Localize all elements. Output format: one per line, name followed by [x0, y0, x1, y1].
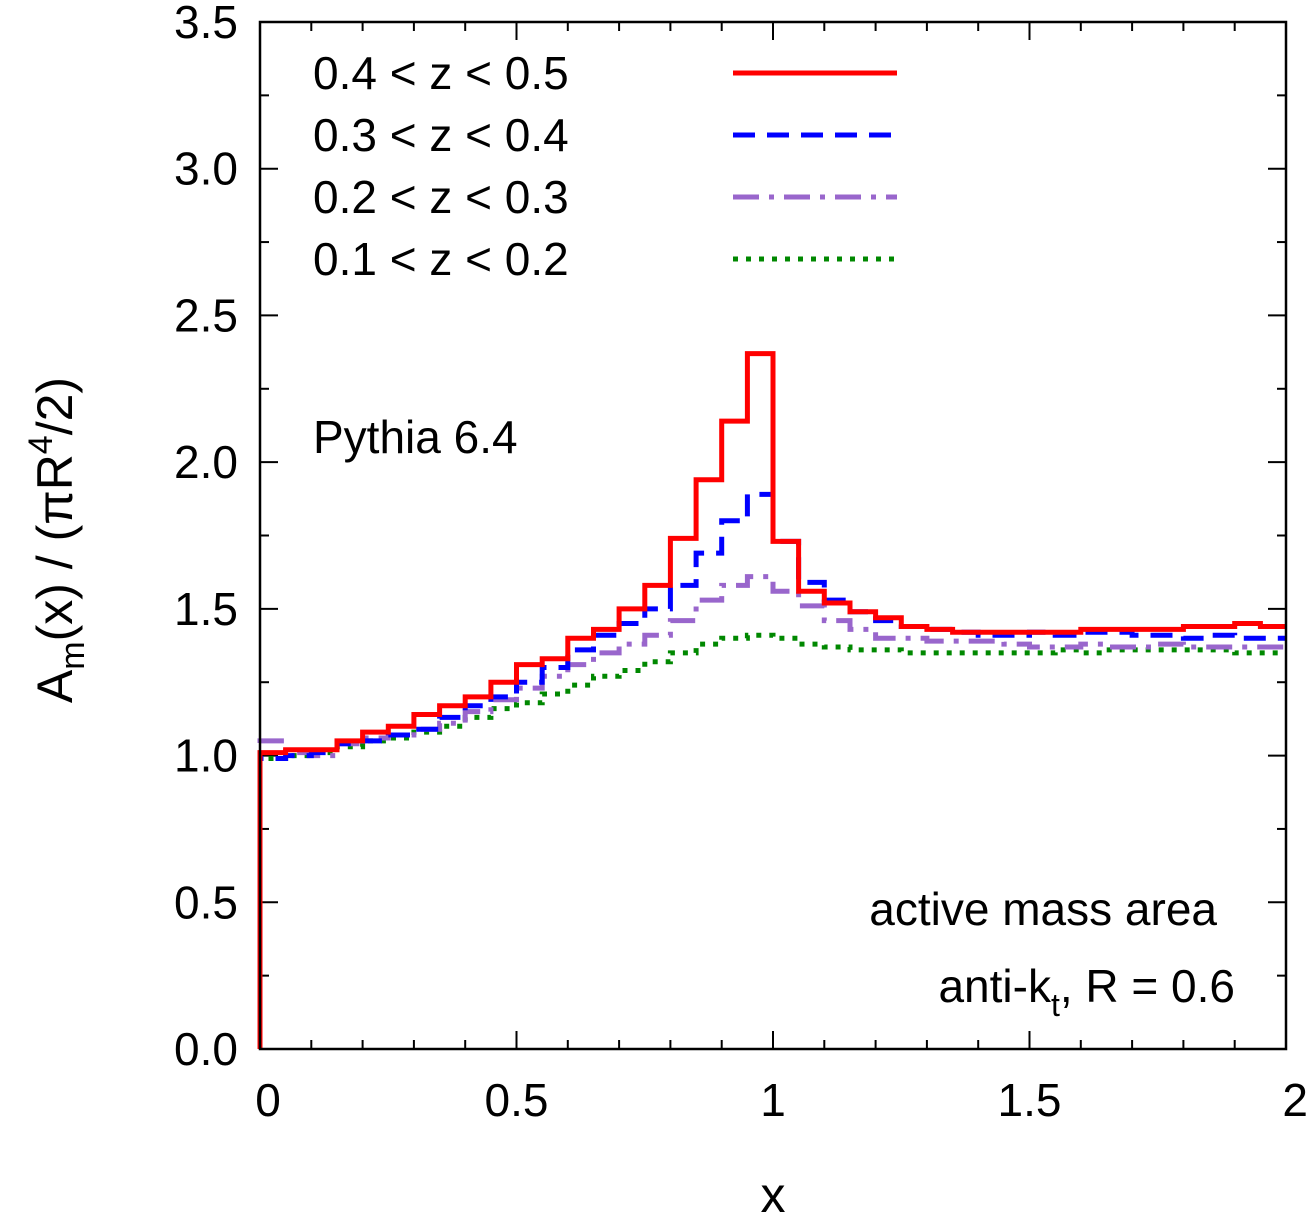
y-label-sup-4: 4: [22, 435, 60, 454]
x-tick-label: 2: [1282, 1074, 1308, 1126]
legend: 0.4 < z < 0.5 0.3 < z < 0.4 0.2 < z < 0.3 0…: [313, 47, 897, 285]
x-tick-label: 0.5: [485, 1074, 549, 1126]
legend-label: 0.3 < z < 0.4: [313, 109, 569, 161]
algorithm-label: anti-kt, R = 0.6: [938, 960, 1235, 1023]
plot-frame: [258, 20, 1288, 1051]
y-tick-label: 3.0: [174, 143, 238, 195]
legend-label: 0.4 < z < 0.5: [313, 47, 569, 99]
series-layer: [257, 351, 1286, 1049]
x-tick-label: 1.5: [998, 1074, 1062, 1126]
y-tick-label: 3.5: [174, 0, 238, 48]
y-tick-label: 0.5: [174, 876, 238, 928]
generator-label: Pythia 6.4: [313, 411, 518, 463]
series-line-4: [257, 632, 1286, 1049]
algorithm-sub: t: [1051, 987, 1060, 1023]
algorithm-suffix: , R = 0.6: [1060, 960, 1235, 1012]
x-tick-label: 1: [760, 1074, 786, 1126]
series-line-3: [257, 574, 1286, 1049]
y-axis-label: Am(x) / (πR4/2): [22, 377, 92, 703]
y-tick-label: 1.0: [174, 730, 238, 782]
y-tick-label: 1.5: [174, 583, 238, 635]
area-type-label: active mass area: [869, 883, 1217, 935]
legend-label: 0.2 < z < 0.3: [313, 171, 569, 223]
y-tick-label: 0.0: [174, 1023, 238, 1075]
x-tick-label: 0: [255, 1074, 281, 1126]
tick-labels: 0.0 0.5 1.0 1.5 2.0 2.5 3.0 3.5 0 0.5 1 1.5 2: [174, 0, 1308, 1126]
legend-label: 0.1 < z < 0.2: [313, 233, 569, 285]
y-label-a: A: [27, 669, 83, 703]
x-axis-label: x: [761, 1167, 786, 1222]
y-tick-label: 2.5: [174, 289, 238, 341]
y-label-mid: (x) / (πR: [27, 454, 83, 641]
y-label-sub-m: m: [54, 641, 92, 669]
y-tick-label: 2.0: [174, 436, 238, 488]
y-label-end: /2): [27, 377, 83, 435]
algorithm-prefix: anti-k: [938, 960, 1051, 1012]
series-line-1: [257, 351, 1286, 1049]
